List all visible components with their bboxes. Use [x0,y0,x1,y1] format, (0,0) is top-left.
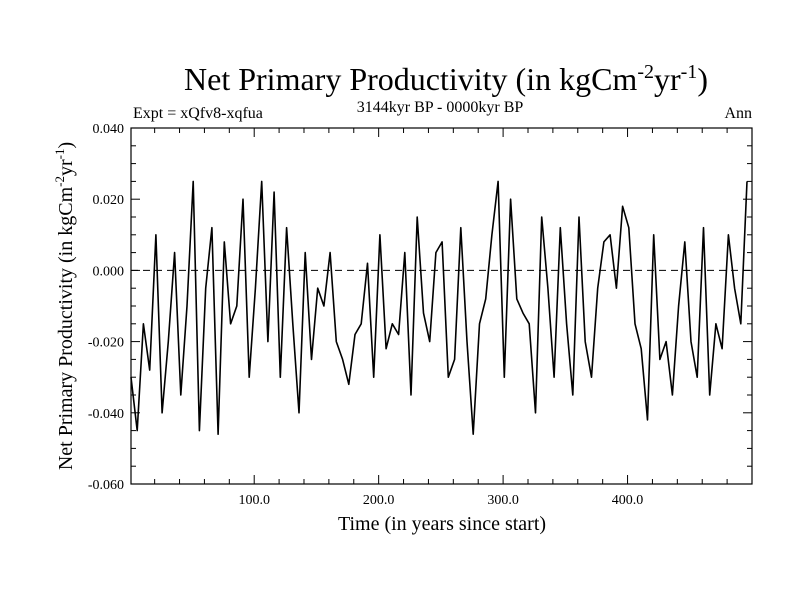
chart-title-end: ) [697,61,708,97]
series-layer [130,180,748,436]
chart-title-mid: yr [654,61,681,97]
chart-title-sup-2: -1 [681,61,698,83]
npp-series-line [130,180,748,436]
chart-title-main: Net Primary Productivity (in kgCm [184,61,637,97]
y-axis-label-main: Net Primary Productivity (in kgCm [55,186,77,470]
y-tick-label: -0.020 [88,336,124,351]
y-axis-label: Net Primary Productivity (in kgCm-2yr-1) [52,142,77,470]
y-axis-label-end: ) [55,142,77,149]
x-tick-label: 100.0 [238,493,270,508]
y-tick-label: -0.040 [88,407,124,422]
y-axis-label-sup-1: -2 [52,176,67,187]
axes-layer: 100.0 200.0 300.0 400.0 0.040 0.020 0.000 -0.02… [88,122,753,508]
x-tick-label: 200.0 [363,493,395,508]
y-tick-label: 0.020 [93,193,125,208]
period-label: 3144kyr BP - 0000kyr BP [357,99,524,116]
season-label: Ann [724,105,752,122]
y-axis-label-mid: yr [55,159,77,176]
x-tick-label: 400.0 [612,493,644,508]
y-axis-label-sup-2: -1 [52,149,67,160]
y-tick-label: 0.000 [93,264,125,279]
experiment-label: Expt = xQfv8-xqfua [133,105,263,122]
y-tick-label: -0.060 [88,478,124,493]
y-tick-label: 0.040 [93,122,125,137]
chart-title: Net Primary Productivity (in kgCm-2yr-1) [184,61,708,97]
chart-title-sup-1: -2 [637,61,654,83]
x-axis-label: Time (in years since start) [338,513,546,535]
plot-frame [130,127,753,485]
x-tick-label: 300.0 [487,493,519,508]
